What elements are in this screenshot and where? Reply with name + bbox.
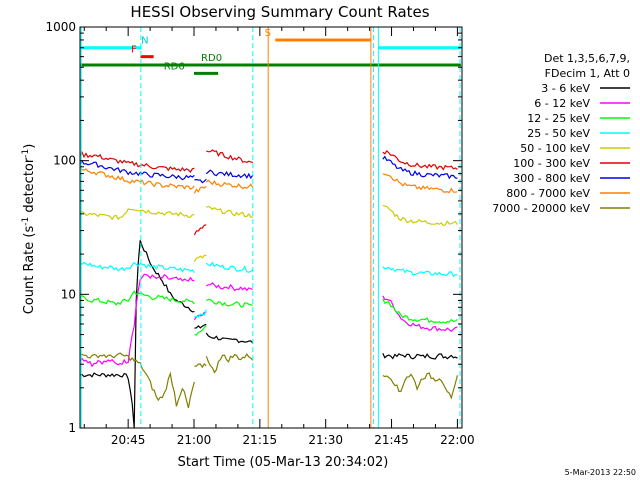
series-line-3-6-kev-seg-0 [79, 240, 195, 429]
legend-label: 300 - 800 keV [513, 172, 590, 185]
series-line-7000-20000-kev-seg-3 [382, 372, 458, 400]
series-line-12-25-kev-seg-3 [382, 298, 458, 324]
series-line-50-100-kev-seg-0 [79, 208, 195, 221]
legend-label: 6 - 12 keV [534, 97, 590, 110]
series-line-50-100-kev-seg-2 [206, 205, 253, 218]
x-axis-label: Start Time (05-Mar-13 20:34:02) [178, 455, 389, 470]
y-axis: 1 10 100 1000 [45, 20, 462, 435]
series-line-800-7000-kev-seg-1 [193, 185, 207, 194]
series-line-3-6-kev-seg-2 [205, 332, 254, 344]
state-label-f: F [131, 45, 137, 56]
state-label-n: N [141, 36, 148, 47]
legend-label: 7000 - 20000 keV [492, 202, 590, 215]
series-line-300-800-kev-seg-0 [79, 159, 195, 181]
plot-lines [79, 149, 458, 429]
series-line-7000-20000-kev-seg-2 [205, 352, 254, 374]
vertical-markers [80, 27, 461, 428]
series-line-7000-20000-kev-seg-0 [79, 352, 195, 409]
series-line-25-50-kev-seg-2 [205, 261, 254, 273]
legend-label: 12 - 25 keV [527, 112, 590, 125]
series-line-3-6-kev-seg-1 [194, 323, 207, 329]
legend: Det 1,3,5,6,7,9, FDecim 1, Att 0 3 - 6 k… [492, 52, 630, 215]
series-line-6-12-kev-seg-3 [382, 295, 458, 333]
legend-label: 50 - 100 keV [520, 142, 590, 155]
series-line-800-7000-kev-seg-0 [79, 168, 195, 191]
series-line-12-25-kev-seg-2 [206, 298, 254, 308]
series-line-300-800-kev-seg-1 [194, 178, 207, 184]
state-label-rd6: RD6 [164, 61, 185, 72]
y-tick-label: 100 [53, 154, 76, 168]
series-line-300-800-kev-seg-2 [205, 169, 254, 180]
legend-label: 800 - 7000 keV [506, 187, 590, 200]
legend-label: 100 - 300 keV [513, 157, 590, 170]
footer-date: 5-Mar-2013 22:50 [565, 468, 636, 477]
series-line-100-300-kev-seg-3 [382, 149, 458, 171]
state-label-rd0: RD0 [201, 53, 222, 64]
series-line-6-12-kev-seg-2 [206, 282, 253, 292]
series-line-7000-20000-kev-seg-1 [194, 363, 207, 369]
series-line-300-800-kev-seg-3 [382, 155, 458, 180]
legend-label: 25 - 50 keV [527, 127, 590, 140]
legend-header-line-1: Det 1,3,5,6,7,9, [544, 52, 630, 65]
series-line-100-300-kev-seg-0 [79, 150, 195, 173]
x-tick-label: 22:00 [440, 433, 475, 447]
x-tick-label: 20:45 [111, 433, 146, 447]
x-tick-label: 21:45 [374, 433, 409, 447]
series-line-12-25-kev-seg-1 [194, 325, 207, 336]
state-bars: NFSRD0RD6 [80, 28, 461, 75]
series-line-12-25-kev-seg-0 [79, 290, 195, 306]
legend-header-line-2: FDecim 1, Att 0 [545, 67, 630, 80]
y-tick-label: 1000 [45, 20, 76, 34]
series-line-25-50-kev-seg-3 [382, 266, 458, 278]
y-tick-label: 1 [68, 421, 76, 435]
series-line-50-100-kev-seg-1 [193, 254, 207, 262]
series-line-50-100-kev-seg-3 [382, 204, 458, 227]
x-tick-label: 21:30 [308, 433, 343, 447]
x-axis: 20:45 21:00 21:15 21:30 21:45 22:00 [83, 27, 475, 447]
x-tick-label: 21:15 [243, 433, 278, 447]
chart-title: HESSI Observing Summary Count Rates [130, 3, 429, 21]
plot-frame [79, 26, 463, 429]
series-line-25-50-kev-seg-1 [194, 309, 207, 318]
x-tick-label: 21:00 [177, 433, 212, 447]
series-line-100-300-kev-seg-1 [193, 224, 207, 236]
series-line-800-7000-kev-seg-3 [382, 173, 458, 194]
series-line-800-7000-kev-seg-2 [205, 179, 254, 190]
legend-label: 3 - 6 keV [541, 82, 590, 95]
series-line-100-300-kev-seg-2 [206, 149, 253, 164]
series-line-25-50-kev-seg-0 [79, 261, 195, 274]
series-line-3-6-kev-seg-3 [382, 352, 458, 360]
y-axis-label: Count Rate (s-1 detector-1) [21, 144, 37, 315]
series-line-6-12-kev-seg-0 [79, 273, 195, 368]
y-tick-label: 10 [61, 287, 76, 301]
